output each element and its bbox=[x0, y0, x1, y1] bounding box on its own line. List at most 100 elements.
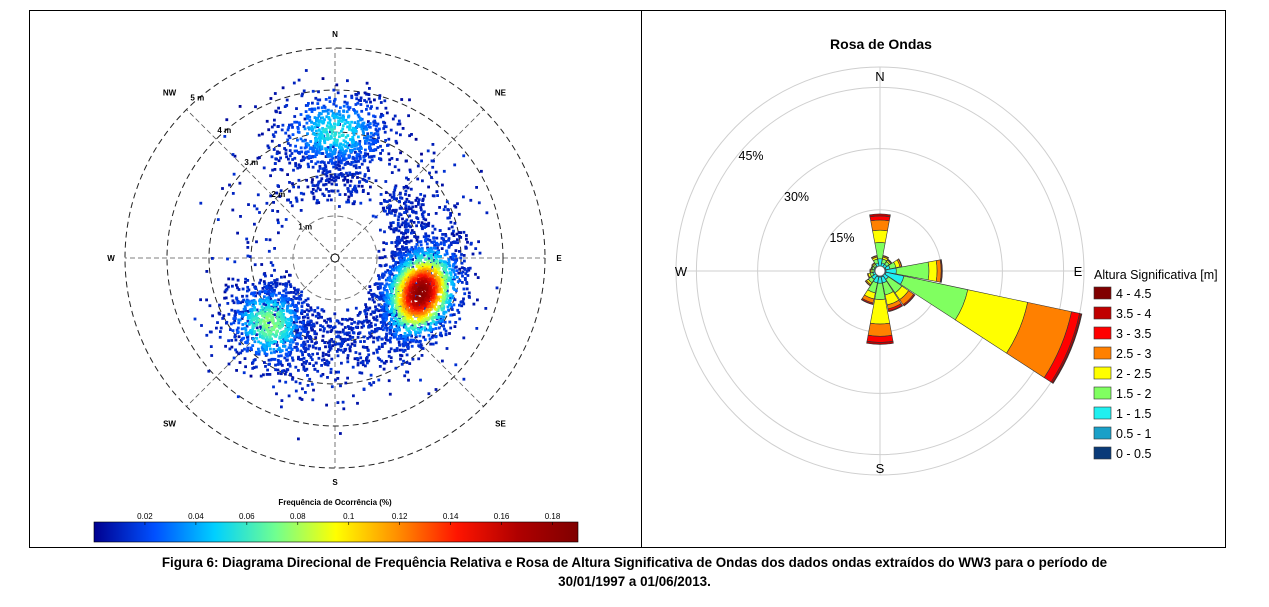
frequency-point bbox=[370, 158, 374, 162]
frequency-point bbox=[452, 258, 456, 262]
panel-divider bbox=[641, 10, 642, 548]
frequency-point bbox=[325, 403, 328, 407]
frequency-point bbox=[359, 340, 362, 343]
frequency-point bbox=[287, 394, 291, 398]
frequency-point bbox=[393, 332, 396, 336]
frequency-point bbox=[344, 157, 348, 161]
frequency-point bbox=[394, 316, 397, 320]
frequency-point bbox=[356, 361, 360, 365]
frequency-point bbox=[295, 149, 298, 153]
frequency-point bbox=[379, 228, 382, 232]
frequency-point bbox=[218, 312, 222, 316]
frequency-point bbox=[391, 308, 394, 311]
frequency-point bbox=[350, 96, 354, 100]
frequency-point bbox=[277, 291, 281, 295]
frequency-point bbox=[420, 203, 424, 206]
frequency-point bbox=[385, 338, 388, 341]
frequency-point bbox=[302, 342, 306, 346]
frequency-point bbox=[271, 292, 275, 296]
frequency-point bbox=[251, 304, 255, 308]
direction-label-W: W bbox=[107, 254, 115, 263]
frequency-point bbox=[351, 136, 355, 139]
frequency-point bbox=[359, 145, 363, 149]
frequency-point bbox=[254, 287, 258, 290]
frequency-point bbox=[320, 308, 324, 311]
frequency-point bbox=[410, 306, 413, 310]
frequency-point bbox=[402, 325, 406, 329]
frequency-point bbox=[477, 240, 480, 244]
frequency-point bbox=[310, 107, 314, 111]
frequency-point bbox=[442, 292, 446, 296]
frequency-point bbox=[438, 259, 442, 263]
frequency-point bbox=[432, 279, 435, 283]
frequency-point bbox=[411, 320, 414, 324]
frequency-point bbox=[431, 165, 435, 169]
frequency-point bbox=[396, 218, 400, 222]
frequency-point bbox=[282, 344, 285, 348]
frequency-point bbox=[462, 302, 466, 306]
frequency-point bbox=[344, 140, 347, 144]
frequency-point bbox=[330, 125, 334, 129]
frequency-point bbox=[267, 302, 271, 306]
frequency-point bbox=[440, 263, 443, 267]
frequency-point bbox=[356, 101, 360, 105]
frequency-point bbox=[370, 138, 374, 142]
frequency-point bbox=[405, 309, 408, 313]
frequency-point bbox=[227, 285, 230, 289]
frequency-point bbox=[453, 325, 457, 328]
frequency-point bbox=[273, 333, 277, 337]
frequency-point bbox=[388, 338, 392, 342]
frequency-point bbox=[413, 252, 417, 256]
frequency-point bbox=[263, 361, 266, 364]
frequency-point bbox=[372, 311, 376, 314]
frequency-point bbox=[359, 118, 363, 122]
frequency-point bbox=[368, 335, 372, 339]
frequency-point bbox=[265, 290, 269, 294]
frequency-point bbox=[385, 305, 389, 309]
frequency-point bbox=[365, 139, 369, 142]
frequency-point bbox=[328, 317, 332, 321]
frequency-point bbox=[236, 395, 240, 399]
frequency-point bbox=[289, 285, 293, 288]
frequency-point bbox=[358, 149, 361, 153]
frequency-point bbox=[293, 338, 297, 341]
frequency-point bbox=[231, 277, 235, 281]
frequency-point bbox=[257, 347, 260, 351]
frequency-point bbox=[351, 188, 355, 191]
rose-segment bbox=[860, 298, 874, 305]
frequency-point bbox=[439, 322, 443, 325]
frequency-point bbox=[430, 284, 434, 287]
frequency-point bbox=[416, 256, 420, 260]
frequency-point bbox=[343, 122, 347, 125]
frequency-point bbox=[437, 251, 441, 254]
frequency-point bbox=[331, 114, 335, 118]
frequency-point bbox=[257, 350, 261, 353]
frequency-point bbox=[270, 293, 273, 297]
frequency-point bbox=[413, 311, 417, 315]
direction-label-SE: SE bbox=[495, 419, 506, 428]
frequency-point bbox=[423, 338, 427, 342]
frequency-point bbox=[396, 277, 400, 281]
frequency-point bbox=[406, 338, 410, 342]
frequency-point bbox=[385, 301, 389, 304]
frequency-point bbox=[284, 152, 288, 155]
frequency-point bbox=[399, 254, 403, 258]
frequency-point bbox=[313, 149, 316, 153]
frequency-point bbox=[348, 128, 351, 131]
frequency-point bbox=[283, 301, 287, 305]
frequency-point bbox=[442, 275, 446, 279]
frequency-point bbox=[358, 310, 362, 314]
frequency-point bbox=[373, 330, 376, 334]
frequency-point bbox=[341, 124, 345, 128]
frequency-point bbox=[334, 104, 338, 108]
frequency-point bbox=[415, 271, 419, 275]
frequency-point bbox=[453, 288, 457, 291]
frequency-point bbox=[426, 274, 429, 278]
frequency-point bbox=[370, 155, 374, 158]
frequency-point bbox=[238, 312, 242, 316]
frequency-point bbox=[357, 153, 361, 157]
frequency-point bbox=[287, 126, 291, 129]
frequency-point bbox=[305, 178, 308, 182]
frequency-point bbox=[387, 354, 391, 358]
frequency-point bbox=[393, 227, 396, 231]
